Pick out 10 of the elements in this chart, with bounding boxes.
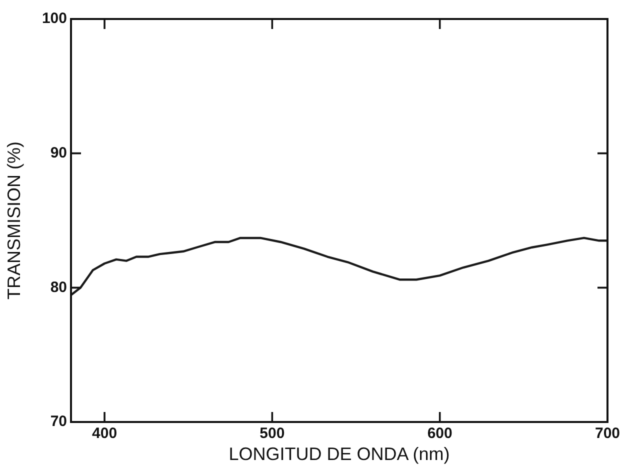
- y-axis-title: TRANSMISION (%): [4, 141, 24, 300]
- y-tick-label: 70: [50, 413, 67, 430]
- y-tick-label: 90: [50, 144, 67, 162]
- x-axis-title: LONGITUD DE ONDA (nm): [228, 444, 450, 464]
- y-tick-label: 80: [50, 278, 67, 296]
- x-tick-label: 600: [427, 425, 452, 442]
- x-tick-label: 400: [92, 425, 118, 442]
- x-tick-label: 500: [260, 425, 285, 442]
- x-tick-label: 700: [594, 425, 620, 442]
- y-tick-label: 100: [42, 10, 67, 28]
